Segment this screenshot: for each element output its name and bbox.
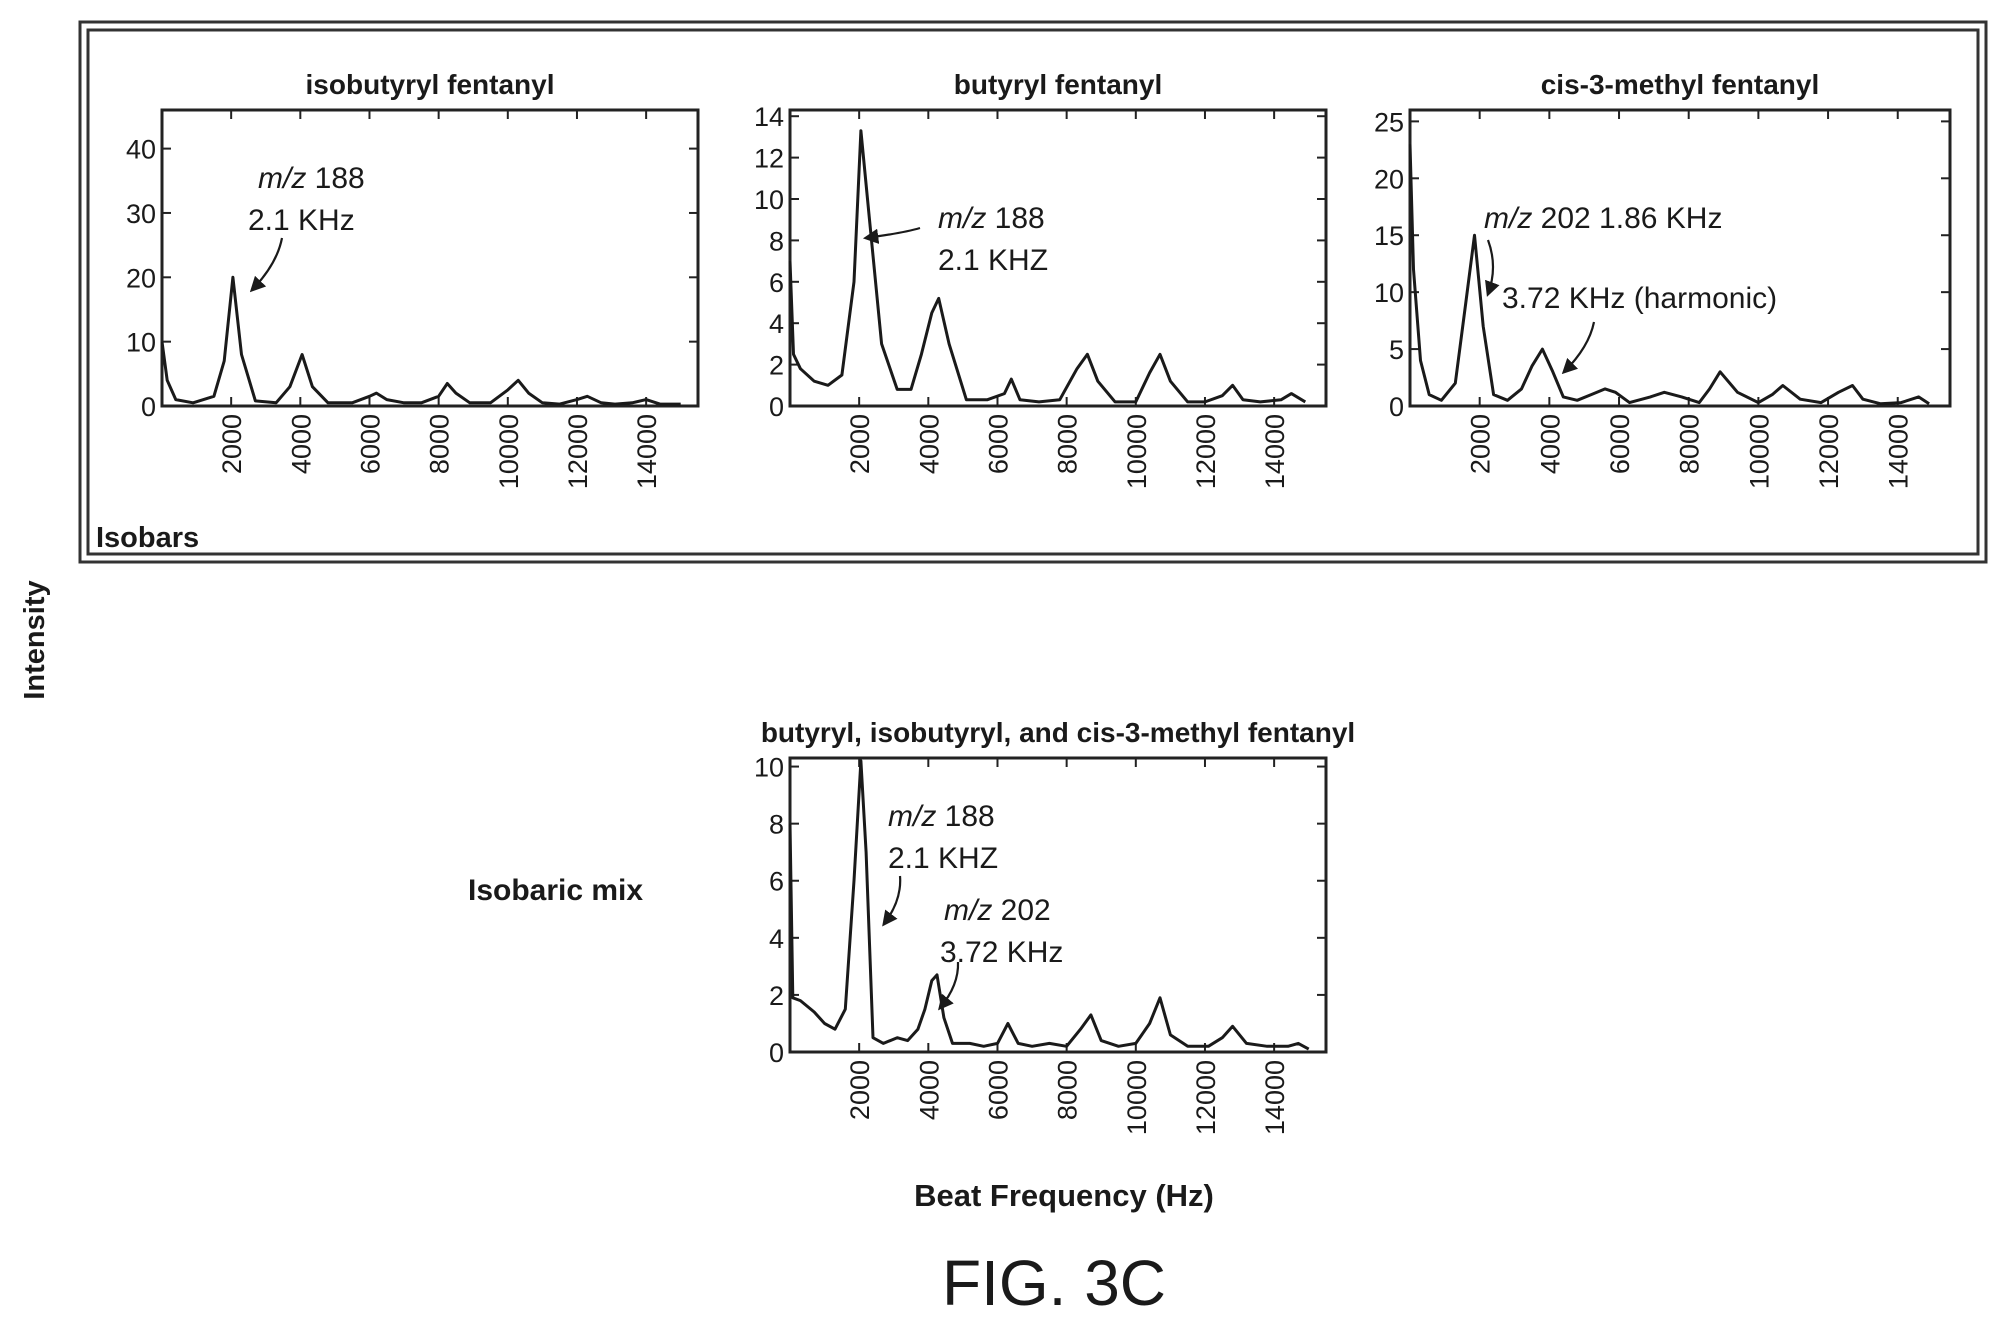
x-tick-label: 8000 (425, 414, 455, 474)
x-tick-label: 4000 (1535, 414, 1565, 474)
annotation-arrow (882, 875, 902, 927)
x-tick-label: 2000 (1466, 414, 1496, 474)
y-tick-label: 0 (1389, 392, 1404, 422)
y-tick-label: 0 (769, 392, 784, 422)
annotation-frequency: 2.1 KHZ (938, 244, 1048, 277)
annotation-arrow (938, 961, 960, 1011)
x-tick-label: 14000 (1260, 414, 1290, 489)
y-tick-label: 40 (126, 135, 156, 165)
x-tick-label: 12000 (1191, 1060, 1221, 1135)
peak-annotation: m/z 188 2.1 KHZ (882, 800, 998, 927)
chart-2: butyryl fentanyl 0 2 4 6 8 10 12 14 2000 4000 6000 8… (754, 69, 1328, 489)
chart-3: cis-3-methyl fentanyl 0 5 10 15 20 25 2000 4000 6… (1374, 69, 1952, 489)
annotation-arrow (249, 237, 284, 293)
x-tick-label: 2000 (845, 1060, 875, 1120)
x-tick-label: 4000 (914, 1060, 944, 1120)
isobars-label: Isobars (96, 522, 199, 554)
x-tick-label: 6000 (983, 1060, 1013, 1120)
annotation-frequency: 2.1 KHZ (888, 842, 998, 875)
y-tick-label: 4 (769, 309, 784, 339)
peak-annotation: m/z 188 2.1 KHZ (862, 202, 1048, 277)
x-tick-label: 2000 (845, 414, 875, 474)
y-tick-label: 10 (126, 328, 156, 358)
y-tick-label: 12 (754, 144, 784, 174)
y-tick-label: 4 (769, 924, 784, 954)
series-line (1408, 144, 1930, 406)
plot-frame (160, 108, 700, 408)
isobaric-mix-label: Isobaric mix (468, 874, 643, 907)
annotation-label: m/z 188 (258, 162, 365, 195)
x-tick-label: 8000 (1675, 414, 1705, 474)
y-tick-label: 20 (126, 263, 156, 293)
x-tick-label: 14000 (1884, 414, 1914, 489)
y-tick-label: 8 (769, 810, 784, 840)
annotation-arrow (1485, 239, 1500, 297)
isobars-frame-outer (78, 20, 1988, 564)
annotation-arrow (1561, 321, 1596, 375)
peak-annotation: m/z 202 3.72 KHz (938, 894, 1063, 1011)
series-line (788, 129, 1307, 404)
x-tick-label: 8000 (1053, 414, 1083, 474)
x-tick-label: 14000 (1260, 1060, 1290, 1135)
x-tick-label: 14000 (632, 414, 662, 489)
x-tick-label: 6000 (1605, 414, 1635, 474)
chart-title: isobutyryl fentanyl (306, 69, 555, 100)
annotation-label: m/z 188 (938, 202, 1045, 235)
y-tick-label: 6 (769, 867, 784, 897)
x-tick-label: 10000 (1122, 414, 1152, 489)
x-tick-label: 12000 (1814, 414, 1844, 489)
x-tick-label: 12000 (563, 414, 593, 489)
y-tick-label: 10 (1374, 278, 1404, 308)
y-tick-label: 8 (769, 226, 784, 256)
chart-title: cis-3-methyl fentanyl (1541, 69, 1820, 100)
annotation-frequency: 2.1 KHz (248, 204, 355, 237)
peak-annotation: m/z 202 1.86 KHz (1484, 202, 1722, 297)
y-tick-label: 2 (769, 351, 784, 381)
chart-title: butyryl, isobutyryl, and cis-3-methyl fe… (761, 717, 1355, 748)
y-tick-label: 10 (754, 185, 784, 215)
x-tick-label: 6000 (355, 414, 385, 474)
y-tick-label: 20 (1374, 164, 1404, 194)
y-tick-label: 2 (769, 981, 784, 1011)
y-tick-label: 15 (1374, 221, 1404, 251)
x-tick-label: 4000 (914, 414, 944, 474)
x-tick-label: 10000 (494, 414, 524, 489)
y-tick-label: 30 (126, 199, 156, 229)
peak-annotation: 3.72 KHz (harmonic) (1502, 282, 1777, 375)
y-tick-label: 10 (754, 753, 784, 783)
y-tick-label: 25 (1374, 107, 1404, 137)
x-tick-label: 6000 (983, 414, 1013, 474)
x-tick-label: 12000 (1191, 414, 1221, 489)
annotation-frequency: 3.72 KHz (940, 936, 1063, 969)
plot-frame (788, 108, 1328, 408)
x-tick-label: 8000 (1053, 1060, 1083, 1120)
isobars-frame-inner (86, 28, 1980, 556)
y-axis-label: Intensity (19, 580, 51, 699)
y-tick-label: 6 (769, 268, 784, 298)
series-line (788, 759, 1310, 1051)
annotation-label: m/z 188 (888, 800, 995, 833)
annotation-label: m/z 202 1.86 KHz (1484, 202, 1722, 235)
y-tick-label: 0 (141, 392, 156, 422)
series-line (160, 275, 681, 406)
x-tick-label: 2000 (217, 414, 247, 474)
annotation-label: 3.72 KHz (harmonic) (1502, 282, 1777, 315)
y-tick-label: 5 (1389, 335, 1404, 365)
y-tick-label: 0 (769, 1038, 784, 1068)
annotation-arrow (862, 226, 921, 244)
peak-annotation: m/z 188 2.1 KHz (248, 162, 365, 293)
x-tick-label: 4000 (286, 414, 316, 474)
chart-1: isobutyryl fentanyl 0 10 20 30 40 2000 4000 6000… (126, 69, 700, 489)
plot-frame (1408, 108, 1952, 408)
figure-caption: FIG. 3C (942, 1247, 1166, 1319)
annotation-label: m/z 202 (944, 894, 1051, 927)
x-axis-label: Beat Frequency (Hz) (914, 1178, 1214, 1213)
chart-4: butyryl, isobutyryl, and cis-3-methyl fe… (754, 717, 1355, 1135)
x-tick-label: 10000 (1122, 1060, 1152, 1135)
y-tick-label: 14 (754, 102, 784, 132)
chart-title: butyryl fentanyl (954, 69, 1162, 100)
x-tick-label: 10000 (1744, 414, 1774, 489)
